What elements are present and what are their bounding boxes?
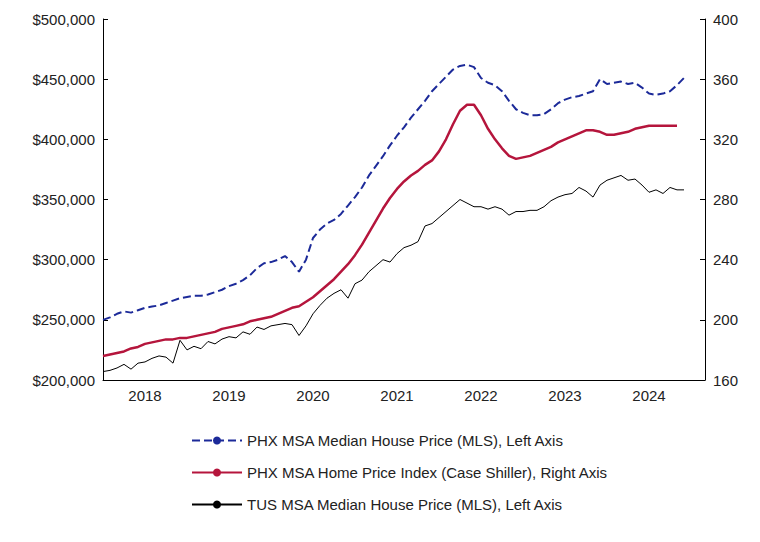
svg-text:400: 400 — [713, 11, 738, 28]
svg-text:$350,000: $350,000 — [32, 191, 95, 208]
svg-text:PHX MSA Median House Price (ML: PHX MSA Median House Price (MLS), Left A… — [247, 432, 563, 449]
svg-text:360: 360 — [713, 71, 738, 88]
svg-text:TUS MSA Median House Price (ML: TUS MSA Median House Price (MLS), Left A… — [247, 496, 562, 513]
svg-text:$250,000: $250,000 — [32, 311, 95, 328]
svg-text:PHX MSA Home Price Index (Case: PHX MSA Home Price Index (Case Shiller),… — [247, 464, 607, 481]
svg-text:160: 160 — [713, 372, 738, 389]
svg-text:280: 280 — [713, 191, 738, 208]
svg-text:2022: 2022 — [464, 387, 497, 404]
svg-text:320: 320 — [713, 131, 738, 148]
svg-text:2019: 2019 — [212, 387, 245, 404]
svg-text:2018: 2018 — [128, 387, 161, 404]
svg-text:$500,000: $500,000 — [32, 11, 95, 28]
svg-text:$300,000: $300,000 — [32, 251, 95, 268]
svg-text:$400,000: $400,000 — [32, 131, 95, 148]
svg-text:2020: 2020 — [296, 387, 329, 404]
svg-text:$200,000: $200,000 — [32, 372, 95, 389]
svg-text:200: 200 — [713, 311, 738, 328]
svg-text:$450,000: $450,000 — [32, 71, 95, 88]
svg-text:2021: 2021 — [380, 387, 413, 404]
svg-text:240: 240 — [713, 251, 738, 268]
svg-text:2024: 2024 — [632, 387, 665, 404]
svg-text:2023: 2023 — [548, 387, 581, 404]
